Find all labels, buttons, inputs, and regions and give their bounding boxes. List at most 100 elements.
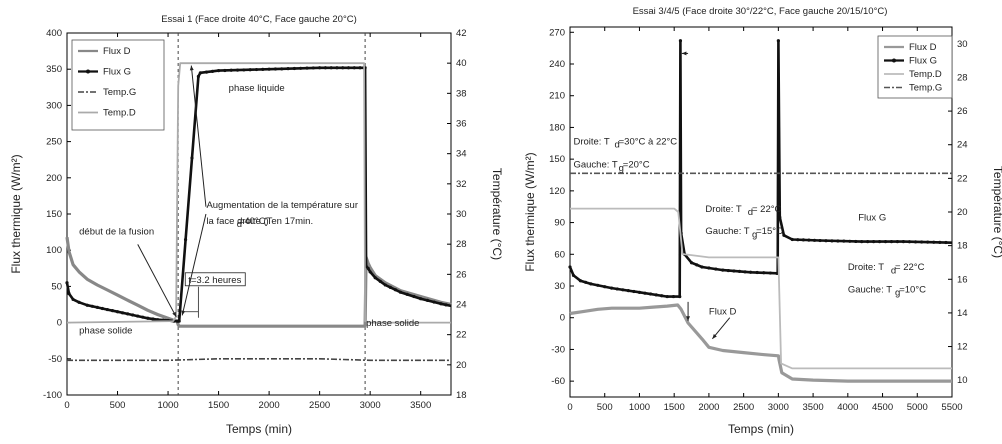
series-point-flux-g: [836, 239, 840, 243]
series-point-flux-g: [280, 67, 284, 71]
series-point-flux-g: [267, 67, 271, 71]
annotation-text: début de la fusion: [79, 226, 154, 237]
series-point-flux-g: [254, 67, 259, 72]
series-point-flux-g: [568, 265, 572, 269]
series-point-flux-g: [425, 298, 430, 302]
x-tick-label: 2500: [309, 400, 330, 411]
annotation-text: la face droite (T: [206, 216, 272, 227]
series-line-temp-d: [66, 62, 451, 324]
series-point-flux-g: [190, 156, 194, 160]
series-point-flux-g: [248, 68, 252, 72]
series-point-flux-g: [743, 270, 747, 274]
series-point-flux-g: [596, 283, 600, 287]
series-point-flux-g: [938, 240, 942, 244]
series-point-flux-g: [358, 66, 362, 70]
series-point-flux-g: [830, 239, 834, 243]
y2-tick-label: 34: [456, 149, 467, 160]
series-point-flux-g: [610, 286, 614, 290]
series-point-flux-g: [419, 297, 423, 301]
y-tick-label: 100: [46, 245, 62, 256]
legend-entry-label: Temp.G: [909, 83, 942, 94]
y-axis-label: Flux thermique (W/m²): [523, 152, 537, 271]
series-point-flux-g: [100, 306, 104, 311]
x-tick-label: 1500: [664, 402, 685, 413]
series-point-flux-g: [286, 67, 290, 71]
annotation-text: = 22°C: [752, 204, 782, 215]
x-tick-label: 1000: [629, 402, 650, 413]
series-point-flux-g: [615, 287, 619, 291]
series-point-flux-g: [768, 271, 772, 275]
series-point-flux-g: [398, 290, 403, 294]
series-line-flux-d: [65, 236, 452, 328]
series-point-flux-g: [346, 66, 351, 70]
y-tick-label: 250: [46, 137, 62, 148]
y2-axis-label: Température (°C): [490, 168, 504, 260]
y2-axis-label: Température (°C): [991, 166, 1002, 258]
series-point-flux-g: [883, 240, 888, 244]
series-point-flux-g: [177, 319, 181, 323]
series-point-flux-g: [261, 67, 265, 71]
series-point-flux-g: [352, 66, 356, 70]
series-point-flux-g: [223, 68, 227, 73]
legend-entry-label: Temp.G: [103, 87, 136, 98]
y2-tick-label: 26: [456, 269, 467, 280]
series-point-flux-g: [889, 240, 894, 244]
y-tick-label: -60: [551, 376, 565, 387]
annotation-text: Flux D: [709, 307, 737, 318]
series-point-flux-g: [136, 314, 140, 318]
series-point-flux-g: [71, 297, 75, 302]
x-tick-label: 500: [597, 402, 613, 413]
series-point-flux-g: [707, 266, 711, 270]
annotation-text: d: [891, 265, 896, 276]
y-tick-label: 30: [554, 281, 565, 292]
series-point-flux-g: [895, 240, 900, 244]
y-tick-label: 60: [554, 249, 565, 260]
y-tick-label: 350: [46, 64, 62, 75]
x-tick-label: 5500: [941, 402, 962, 413]
series-point-flux-g: [872, 240, 876, 244]
series-point-flux-g: [329, 66, 333, 70]
series-point-flux-g: [273, 67, 278, 71]
series-point-flux-g: [204, 70, 209, 74]
y2-tick-label: 22: [456, 330, 467, 341]
legend-entry-label: Flux G: [909, 56, 937, 67]
series-point-flux-g: [77, 300, 81, 304]
legend-entry-label: Temp.D: [103, 108, 136, 119]
series-point-flux-g: [637, 290, 642, 294]
series-group: [568, 39, 953, 383]
series-point-flux-g: [737, 269, 742, 274]
y2-tick-label: 18: [957, 241, 968, 252]
series-point-flux-g: [842, 239, 846, 243]
series-point-flux-g: [877, 240, 882, 244]
annotation-text: =10°C: [899, 284, 926, 295]
series-line-flux-d: [569, 303, 952, 383]
series-point-flux-g: [866, 240, 870, 244]
annotation-text: Gauche: T: [573, 160, 617, 171]
annotation-text: =40°C) en 17min.: [239, 216, 313, 227]
x-tick-label: 4000: [837, 402, 858, 413]
series-point-flux-g: [654, 293, 658, 297]
legend-entry-label: Flux D: [909, 42, 937, 53]
x-tick-label: 500: [110, 400, 126, 411]
chart-panel-2: 0 500 1000 1500 2000 2500 3000 3500 4000 4500 5000…: [523, 6, 1002, 436]
series-point-flux-g: [812, 238, 817, 242]
y-tick-label: 0: [57, 318, 62, 329]
y2-tick-label: 20: [957, 207, 968, 218]
legend: Flux D Flux G Temp.D Temp.G: [877, 35, 953, 99]
y2-tick-label: 28: [957, 72, 968, 83]
annotation-text: = 22°C: [895, 262, 925, 273]
y2-tick-label: 28: [456, 239, 467, 250]
annotation-text: Flux G: [858, 212, 886, 223]
annotation-text: =20°C: [623, 160, 650, 171]
series-point-flux-g: [131, 313, 135, 317]
series-point-flux-g: [383, 283, 387, 287]
y2-tick-label: 40: [456, 58, 467, 69]
series-point-flux-g: [85, 303, 89, 307]
annotation-arrow: [137, 244, 177, 318]
series-point-flux-g: [335, 66, 339, 70]
y-tick-label: 120: [549, 186, 565, 197]
y2-tick-label: 32: [456, 179, 467, 190]
x-tick-label: 4500: [872, 402, 893, 413]
series-point-flux-g: [818, 238, 822, 243]
series-point-flux-g: [721, 268, 725, 272]
